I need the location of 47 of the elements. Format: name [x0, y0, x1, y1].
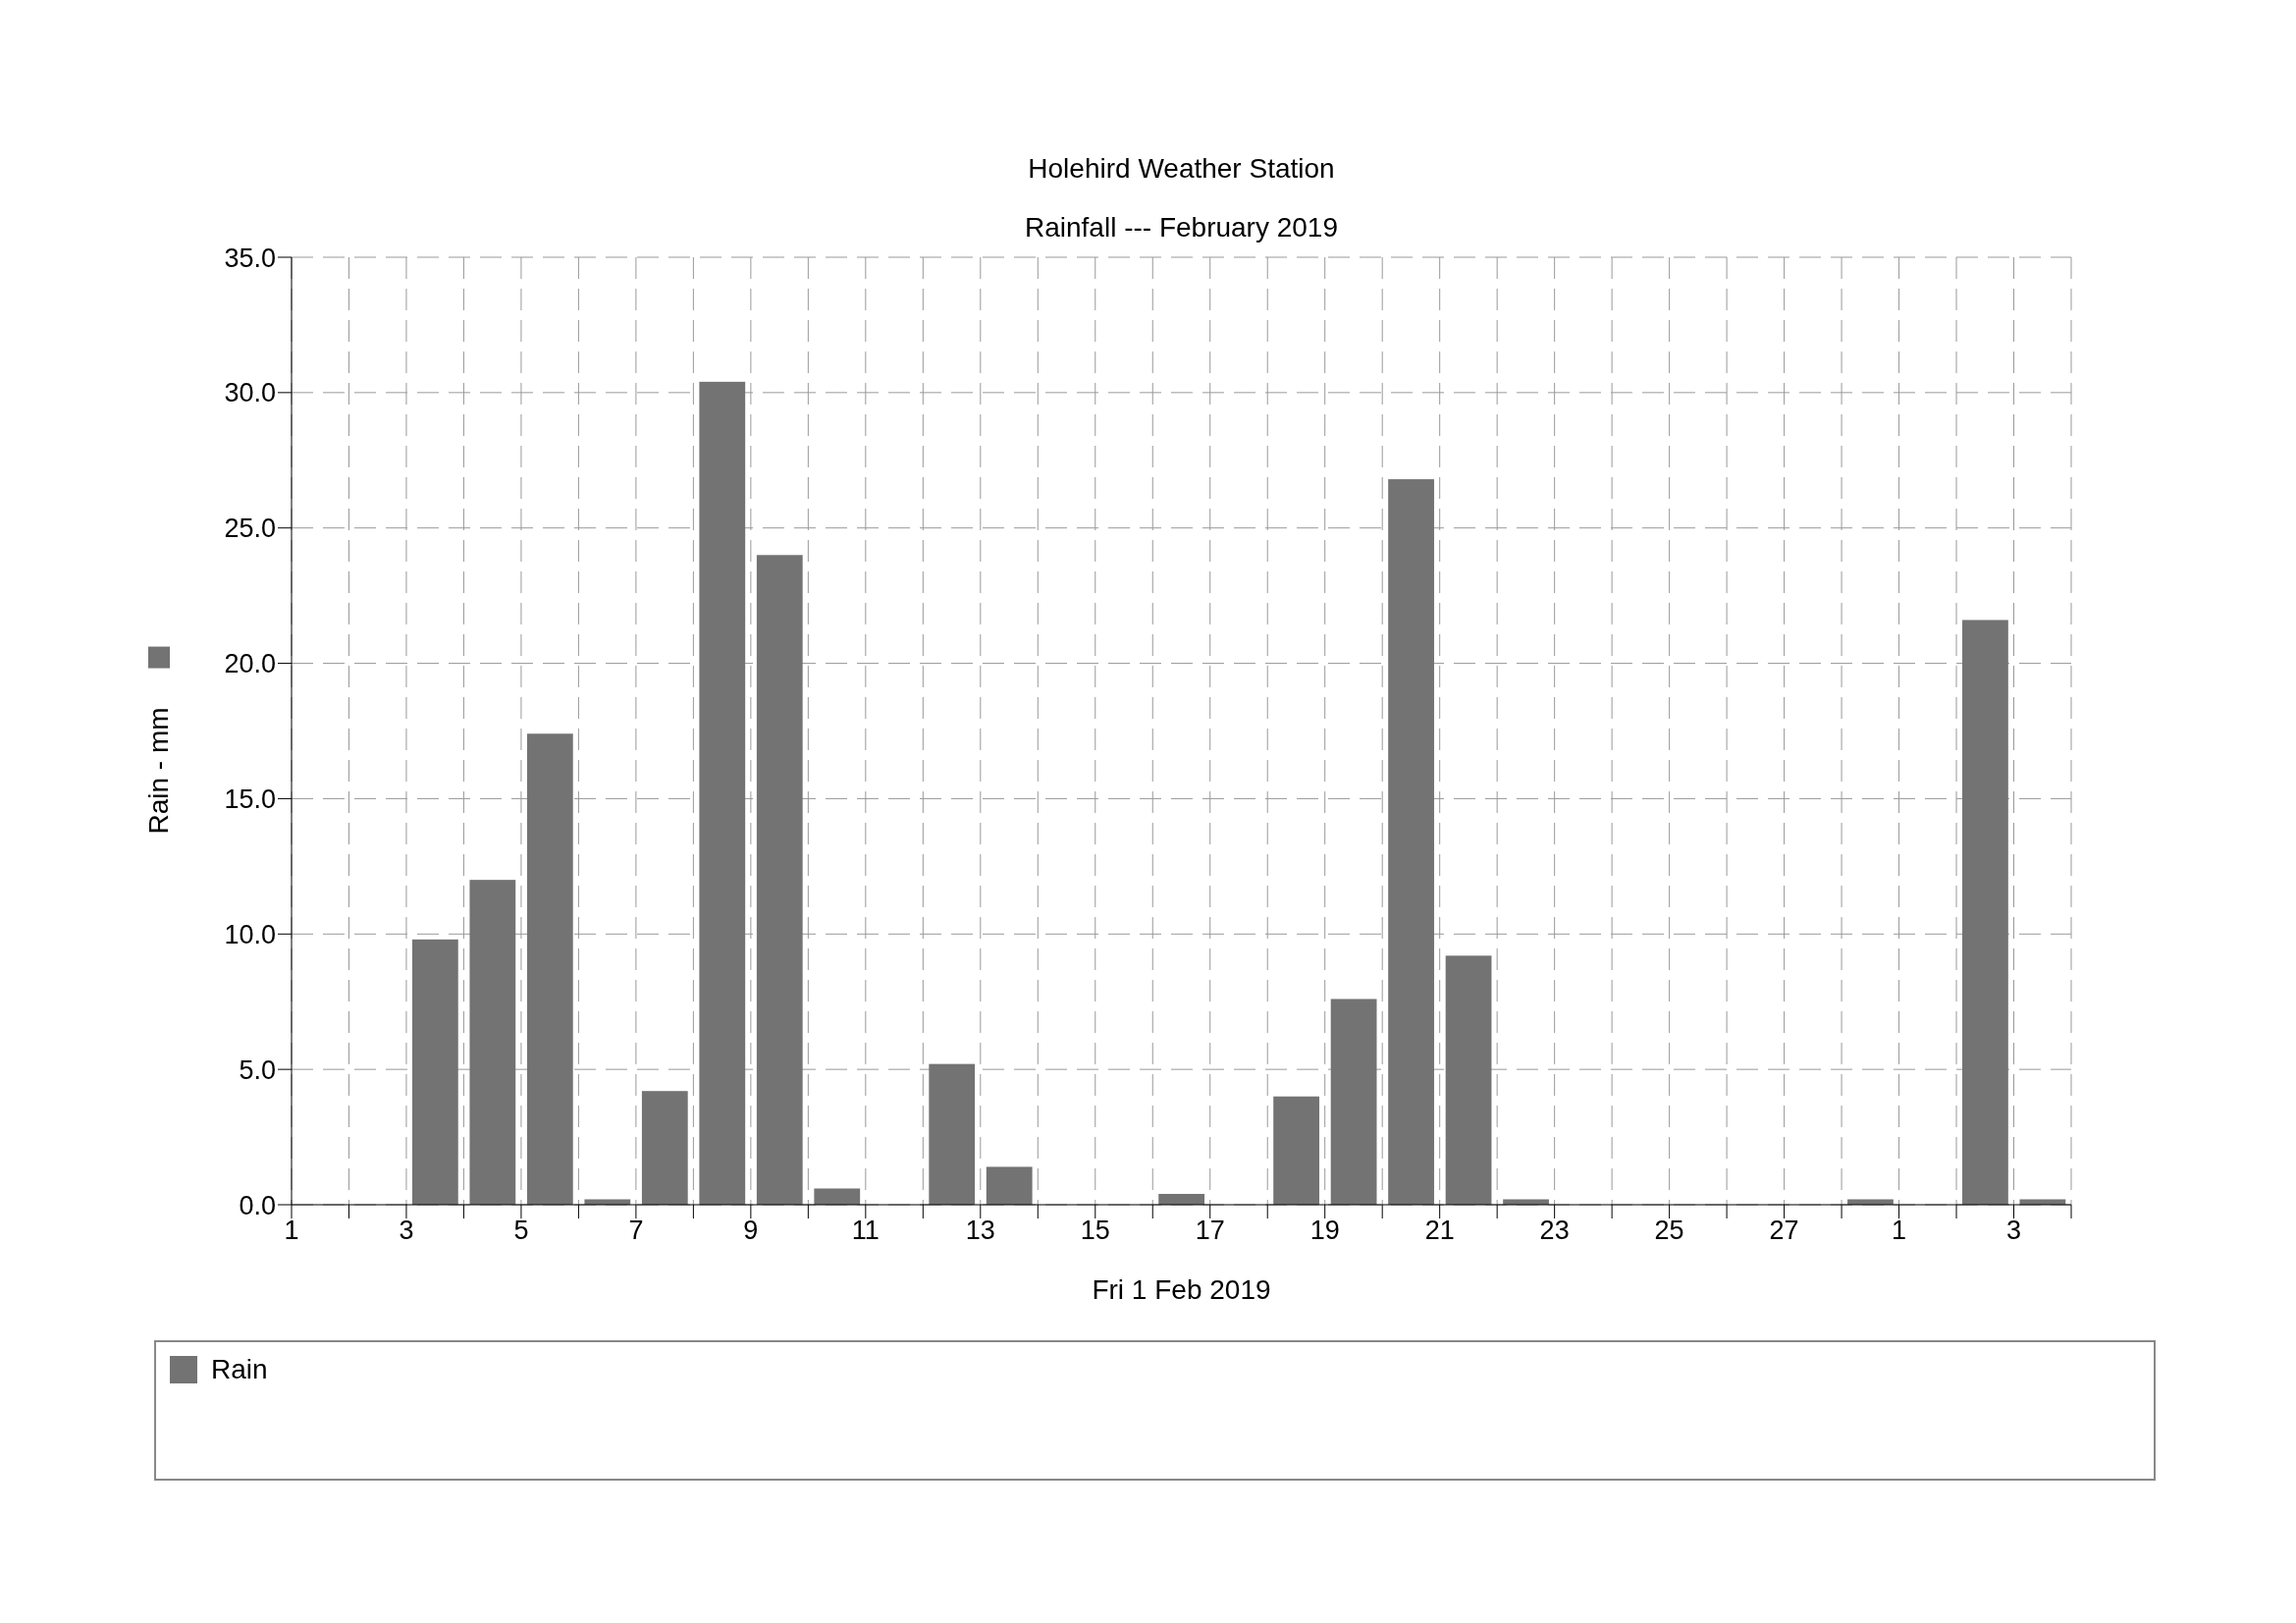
x-axis-title: Fri 1 Feb 2019: [1091, 1274, 1272, 1306]
chart-title: Holehird Weather Station: [1027, 153, 1336, 185]
bar: [1158, 1193, 1205, 1205]
x-tick-label: 3: [399, 1216, 414, 1246]
x-tick-label: 11: [851, 1216, 880, 1246]
y-tick-label: 0.0: [239, 1190, 276, 1220]
y-tick-label: 20.0: [224, 649, 276, 679]
x-tick-label: 19: [1309, 1216, 1340, 1246]
x-tick-label: 3: [2006, 1216, 2022, 1246]
chart-subtitle: Rainfall --- February 2019: [1024, 212, 1339, 243]
bar: [1962, 620, 2008, 1205]
bar: [526, 733, 573, 1205]
x-tick-label: 15: [1080, 1216, 1110, 1246]
bar: [1445, 955, 1492, 1205]
y-axis-title: Rain - mm: [143, 707, 175, 835]
bar: [929, 1063, 976, 1205]
bar: [1273, 1096, 1320, 1205]
bar: [814, 1188, 861, 1205]
y-tick-label: 30.0: [224, 378, 276, 408]
y-tick-label: 35.0: [224, 243, 276, 273]
x-tick-label: 7: [628, 1216, 644, 1246]
y-tick-label: 25.0: [224, 514, 276, 544]
x-tick-label: 13: [965, 1216, 995, 1246]
y-tick-label: 10.0: [224, 919, 276, 949]
x-tick-label: 1: [284, 1216, 299, 1246]
x-tick-label: 1: [1892, 1216, 1907, 1246]
bar: [699, 381, 746, 1205]
bar: [986, 1166, 1033, 1205]
x-tick-label: 17: [1195, 1216, 1225, 1246]
y-tick-label: 15.0: [224, 784, 276, 815]
bar: [411, 939, 458, 1205]
bar: [1330, 999, 1377, 1205]
x-tick-label: 25: [1654, 1216, 1684, 1246]
bar: [1388, 479, 1434, 1205]
bar: [1503, 1199, 1549, 1205]
x-tick-label: 27: [1769, 1216, 1799, 1246]
legend-label: Rain: [211, 1354, 268, 1385]
x-tick-label: 23: [1539, 1216, 1570, 1246]
bar: [641, 1091, 688, 1205]
x-tick-label: 21: [1424, 1216, 1455, 1246]
bar: [1847, 1199, 1894, 1205]
bar: [469, 880, 516, 1205]
x-tick-label: 9: [743, 1216, 759, 1246]
bar: [584, 1199, 631, 1205]
x-tick-label: 5: [513, 1216, 529, 1246]
y-tick-label: 5.0: [239, 1055, 276, 1085]
bar: [756, 555, 803, 1205]
